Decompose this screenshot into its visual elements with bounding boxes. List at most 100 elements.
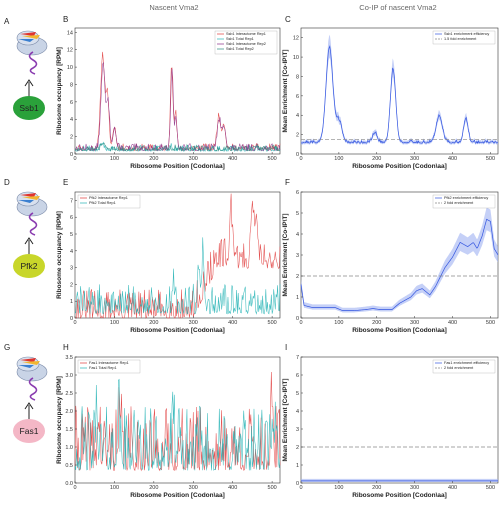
series-line	[74, 237, 281, 315]
protein-blob-fas1	[13, 419, 45, 443]
chart-panel-c: C 0 100 200 300 400 500 0 2 4 6 8 10 12 Ribosome Posit…	[282, 15, 499, 170]
x-tick-label: 0	[73, 485, 76, 491]
protein-blob-pfk2	[13, 254, 45, 278]
panel-letter-e: E	[63, 178, 68, 187]
arrow-up-icon	[24, 79, 34, 97]
legend-label: 2 fold enrichment	[444, 366, 474, 370]
nascent-chain-icon	[28, 377, 38, 401]
y-tick-label: 2.0	[65, 409, 73, 415]
panel-letter-a: A	[4, 17, 10, 26]
y-tick-label: 4	[70, 249, 73, 255]
x-tick-label: 100	[110, 156, 119, 162]
plot-frame	[300, 191, 499, 319]
x-tick-label: 100	[110, 485, 119, 491]
ribosome-icon	[16, 30, 48, 56]
legend-label: Fas1 enrichment efficiency	[444, 361, 489, 365]
chart-panel-i: I 0 100 200 300 400 500 0 1 2 3 4 5 6 7 Ribosome Positi…	[282, 343, 499, 499]
legend-box	[214, 30, 278, 55]
x-tick-label: 200	[372, 156, 381, 162]
ssb1-illustration: A Ssb1	[4, 17, 48, 120]
y-axis-label: Mean Enrichment [Co-IP\T]	[282, 213, 289, 296]
y-tick-label: 0	[70, 152, 73, 158]
y-tick-label: 3	[296, 427, 299, 433]
column-header-nascent: Nascent Vma2	[149, 3, 198, 12]
y-tick-label: 4	[70, 117, 73, 123]
x-tick-label: 0	[299, 320, 302, 326]
x-tick-label: 400	[448, 156, 457, 162]
y-tick-label: 8	[70, 82, 73, 88]
panel-letter-f: F	[285, 178, 290, 187]
legend-label: 2 fold enrichment	[444, 201, 474, 205]
x-axis-label: Ribosome Position [Codon\aa]	[130, 163, 225, 170]
y-tick-label: 7	[70, 198, 73, 204]
protein-label-fas1: Fas1	[20, 426, 39, 436]
fas1-illustration: G Fas1	[4, 343, 48, 443]
y-tick-label: 8	[296, 74, 299, 80]
y-tick-label: 3	[296, 253, 299, 259]
x-tick-label: 200	[372, 485, 381, 491]
chart-panel-e: E 0 100 200 300 400 500 0 1 2 3 4 5 6 7 Ribosome Positi…	[56, 178, 281, 334]
x-tick-label: 0	[73, 156, 76, 162]
y-tick-label: 0	[70, 316, 73, 322]
y-tick-label: 1	[296, 295, 299, 301]
y-tick-label: 14	[67, 30, 73, 36]
y-tick-label: 10	[293, 55, 299, 61]
panel-letter-g: G	[4, 343, 10, 352]
y-axis-label: Mean Enrichment [Co-IP\T]	[282, 378, 289, 461]
legend-label: Fas1 Total Rep1	[89, 366, 117, 370]
x-tick-label: 500	[486, 485, 495, 491]
x-tick-label: 400	[228, 156, 237, 162]
chart-panel-b: B 0 100 200 300 400 500 0 2 4 6 8 10 12 14 Ribosome Pos…	[56, 15, 281, 170]
y-axis-label: Ribosome occupancy [RPM]	[56, 376, 63, 464]
ribosome-icon	[16, 356, 48, 382]
legend-label: Ssb1 Interactome Rep1	[226, 32, 266, 36]
x-tick-label: 500	[268, 320, 277, 326]
x-tick-label: 500	[486, 320, 495, 326]
x-tick-label: 300	[410, 485, 419, 491]
x-tick-label: 400	[448, 320, 457, 326]
x-tick-label: 400	[228, 485, 237, 491]
y-tick-label: 6	[70, 215, 73, 221]
x-tick-label: 400	[448, 485, 457, 491]
y-tick-label: 10	[67, 65, 73, 71]
legend-label: 1.5 fold enrichment	[444, 37, 477, 41]
panel-letter-h: H	[63, 343, 69, 352]
y-tick-label: 2	[296, 274, 299, 280]
y-tick-label: 6	[296, 373, 299, 379]
legend-label: Pfk2 Total Rep1	[89, 201, 116, 205]
x-tick-label: 100	[334, 156, 343, 162]
x-tick-label: 200	[149, 156, 158, 162]
y-tick-label: 6	[70, 100, 73, 106]
x-axis-label: Ribosome Position [Codon\aa]	[352, 492, 447, 499]
series-line	[74, 142, 281, 152]
protein-label-pfk2: Pfk2	[20, 261, 37, 271]
legend-label: Ssb1 Total Rep2	[226, 47, 254, 51]
y-tick-label: 0.0	[65, 481, 73, 487]
panel-letter-d: D	[4, 178, 10, 187]
x-axis-label: Ribosome Position [Codon\aa]	[130, 492, 225, 499]
legend-label: Ssb1 Interactome Rep2	[226, 42, 266, 46]
x-tick-label: 100	[110, 320, 119, 326]
nascent-chain-icon	[28, 51, 38, 75]
y-tick-label: 0.5	[65, 463, 73, 469]
y-tick-label: 12	[293, 36, 299, 42]
series-line	[74, 193, 281, 320]
series-line	[74, 61, 281, 152]
x-tick-label: 100	[334, 320, 343, 326]
x-tick-label: 200	[149, 320, 158, 326]
x-tick-label: 0	[73, 320, 76, 326]
legend-label: Pfk2 enrichment efficiency	[444, 196, 488, 200]
series-line	[74, 378, 281, 471]
arrow-up-icon	[24, 402, 34, 419]
panel-letter-c: C	[285, 15, 291, 24]
x-tick-label: 300	[410, 320, 419, 326]
panel-letter-i: I	[285, 343, 287, 352]
y-tick-label: 6	[296, 190, 299, 196]
y-tick-label: 0	[296, 152, 299, 158]
y-tick-label: 1	[296, 463, 299, 469]
y-tick-label: 7	[296, 355, 299, 361]
y-tick-label: 0	[296, 481, 299, 487]
y-tick-label: 3	[70, 266, 73, 272]
